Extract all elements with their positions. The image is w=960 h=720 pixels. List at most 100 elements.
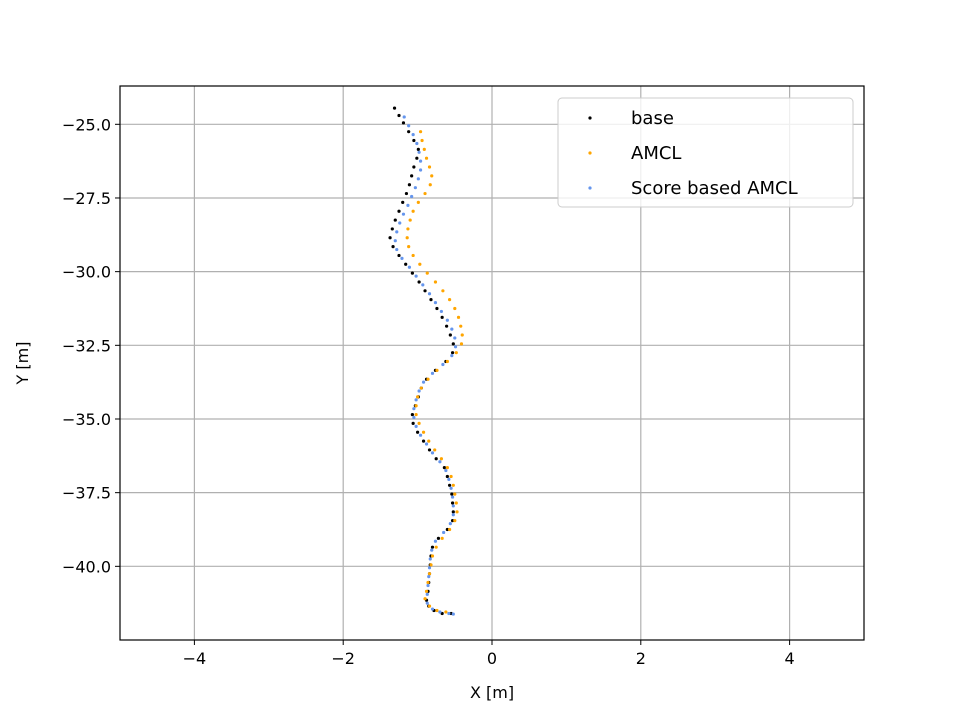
- data-point: [433, 280, 438, 284]
- legend-label: base: [631, 108, 674, 129]
- data-point: [415, 156, 419, 160]
- series-2: [393, 115, 458, 616]
- data-point: [391, 245, 395, 249]
- data-point: [447, 298, 452, 302]
- data-point: [450, 519, 455, 523]
- data-point: [445, 318, 449, 322]
- data-point: [423, 289, 427, 293]
- data-point: [435, 608, 439, 613]
- data-point: [447, 483, 452, 487]
- data-point: [430, 607, 435, 611]
- data-point: [424, 442, 429, 446]
- data-point: [418, 433, 423, 437]
- y-tick-label: −32.5: [62, 336, 111, 355]
- x-tick-label: 4: [785, 649, 795, 668]
- data-point: [445, 324, 449, 328]
- data-point: [410, 271, 414, 275]
- y-tick-label: −40.0: [62, 557, 111, 576]
- data-point: [427, 448, 432, 452]
- data-point: [454, 501, 458, 505]
- data-point: [445, 466, 449, 470]
- data-point: [427, 575, 431, 579]
- data-point: [401, 121, 406, 125]
- data-point: [453, 306, 457, 311]
- data-point: [434, 545, 438, 549]
- data-point: [393, 218, 397, 222]
- data-point: [444, 468, 448, 473]
- data-point: [406, 227, 410, 231]
- series-1: [405, 130, 464, 614]
- data-point: [456, 315, 461, 319]
- data-point: [451, 612, 455, 616]
- data-point: [447, 527, 452, 532]
- data-point: [421, 380, 426, 384]
- data-point: [413, 186, 417, 190]
- data-point: [450, 501, 455, 505]
- data-point: [445, 474, 449, 479]
- data-point: [424, 589, 429, 593]
- data-point: [450, 492, 454, 496]
- data-point: [392, 106, 397, 110]
- data-point: [393, 239, 397, 243]
- data-point: [422, 147, 426, 151]
- data-point: [418, 262, 422, 266]
- data-point: [444, 610, 448, 614]
- data-point: [453, 519, 457, 523]
- data-point: [449, 474, 453, 479]
- data-point: [427, 165, 432, 169]
- data-point: [440, 315, 444, 319]
- grid: [120, 86, 864, 640]
- data-point: [417, 421, 421, 426]
- x-tick-label: −4: [183, 649, 207, 668]
- data-point: [412, 415, 416, 420]
- y-tick-label: −37.5: [62, 484, 111, 503]
- data-point: [411, 209, 415, 213]
- data-point: [451, 504, 455, 508]
- data-point: [397, 113, 401, 118]
- data-point: [450, 351, 455, 355]
- data-point: [439, 309, 444, 314]
- data-point: [455, 510, 459, 514]
- data-point: [442, 466, 446, 470]
- data-point: [426, 583, 430, 588]
- data-point: [412, 165, 416, 169]
- y-axis-label: Y [m]: [13, 342, 32, 386]
- legend-marker: [588, 186, 592, 190]
- data-point: [415, 141, 419, 146]
- data-point: [414, 424, 418, 428]
- data-point: [417, 150, 421, 154]
- data-point: [459, 324, 463, 328]
- data-point: [400, 256, 404, 260]
- data-point: [428, 183, 432, 187]
- data-point: [416, 395, 420, 399]
- data-point: [416, 200, 420, 204]
- x-tick-label: 2: [636, 649, 646, 668]
- data-point: [441, 289, 445, 293]
- data-point: [390, 227, 394, 231]
- data-point: [410, 174, 414, 178]
- legend: base AMCL Score based AMCL: [557, 97, 854, 208]
- data-point: [441, 362, 445, 367]
- data-point: [423, 191, 427, 196]
- data-point: [398, 221, 402, 225]
- data-point: [430, 371, 435, 375]
- data-point: [414, 398, 418, 402]
- data-point: [414, 412, 418, 417]
- data-point: [395, 247, 399, 252]
- data-point: [427, 604, 432, 608]
- legend-marker: [588, 151, 592, 155]
- data-point: [429, 563, 433, 567]
- data-point: [416, 147, 420, 151]
- data-point: [410, 412, 414, 417]
- data-point: [430, 545, 435, 549]
- data-point: [430, 548, 434, 552]
- data-point: [439, 457, 444, 461]
- data-point: [433, 539, 438, 543]
- data-point: [420, 138, 424, 143]
- data-point: [451, 483, 455, 487]
- x-tick-label: 0: [487, 649, 497, 668]
- data-point: [397, 253, 401, 258]
- x-tick-label: −2: [331, 649, 355, 668]
